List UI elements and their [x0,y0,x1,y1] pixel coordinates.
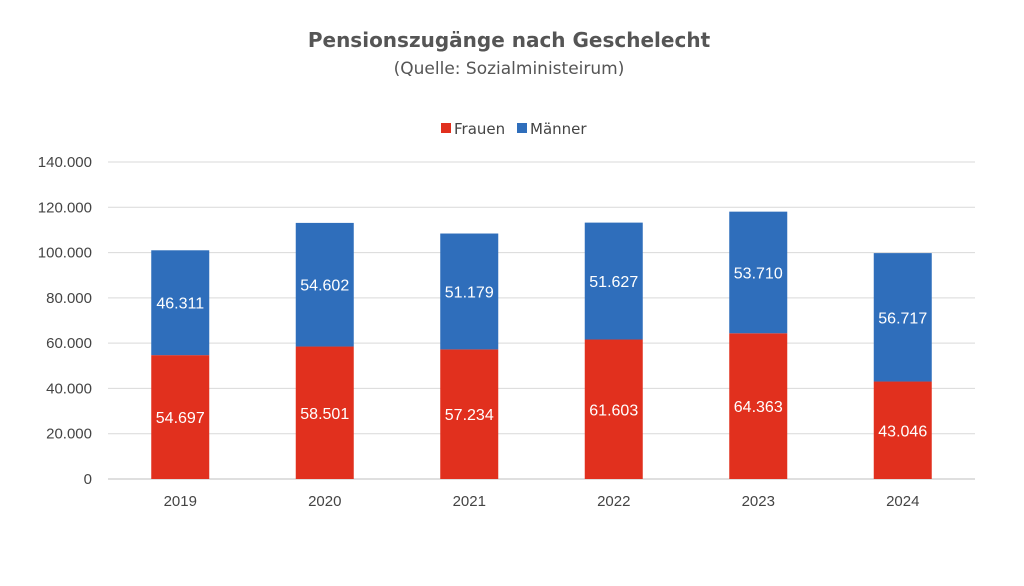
x-tick-label: 2020 [308,493,341,510]
bar-männer-2022 [584,222,643,340]
y-axis: 0 20.000 40.000 60.000 80.000 100.000 120.000 1… [38,154,92,488]
x-tick-label: 2024 [886,493,919,510]
data-label-männer-2019: 46.311 [156,296,204,313]
data-label-männer-2023: 53.710 [734,265,783,282]
data-label-frauen-2023: 64.363 [734,399,783,416]
y-tick-label: 40.000 [46,380,92,397]
bar-männer-2023 [729,211,788,334]
legend-label-frauen: Frauen [454,120,505,138]
data-label-frauen-2024: 43.046 [878,423,927,440]
data-label-frauen-2022: 61.603 [589,402,638,419]
data-label-männer-2020: 54.602 [300,278,349,295]
y-tick-label: 0 [84,471,92,488]
y-tick-label: 80.000 [46,290,92,307]
data-label-männer-2021: 51.179 [445,284,494,301]
chart-subtitle: (Quelle: Sozialministeirum) [394,59,625,79]
data-label-frauen-2020: 58.501 [300,406,349,423]
data-label-männer-2024: 56.717 [878,310,927,327]
data-labels: 54.697 46.311 58.501 54.602 57.234 51.179 61.6… [156,265,928,440]
x-tick-label: 2021 [453,493,486,510]
y-tick-label: 100.000 [38,245,92,262]
bar-männer-2024 [873,253,932,382]
x-tick-label: 2019 [164,493,197,510]
data-label-männer-2022: 51.627 [589,274,638,291]
x-axis: 2019 2020 2021 2022 2023 2024 [164,493,920,510]
y-tick-label: 60.000 [46,335,92,352]
bar-frauen-2024 [873,381,932,479]
bar-frauen-2021 [440,349,499,479]
data-label-frauen-2021: 57.234 [445,407,494,424]
bar-männer-2021 [440,233,499,350]
bar-männer-2019 [151,250,210,356]
bar-frauen-2019 [151,355,210,479]
y-tick-label: 140.000 [38,154,92,171]
y-tick-label: 120.000 [38,199,92,216]
legend-swatch-maenner [517,123,527,133]
data-label-frauen-2019: 54.697 [156,410,205,427]
bar-frauen-2023 [729,333,788,479]
legend-swatch-frauen [441,123,451,133]
chart-title: Pensionszugänge nach Geschelecht [308,28,711,52]
bar-frauen-2022 [584,339,643,479]
gridlines [108,161,975,480]
legend-label-maenner: Männer [530,120,587,138]
bars [151,211,932,479]
bar-männer-2020 [295,222,354,347]
y-tick-label: 20.000 [46,426,92,443]
bar-frauen-2020 [295,346,354,479]
x-tick-label: 2022 [597,493,630,510]
x-tick-label: 2023 [742,493,775,510]
legend: Frauen Männer [441,120,587,138]
